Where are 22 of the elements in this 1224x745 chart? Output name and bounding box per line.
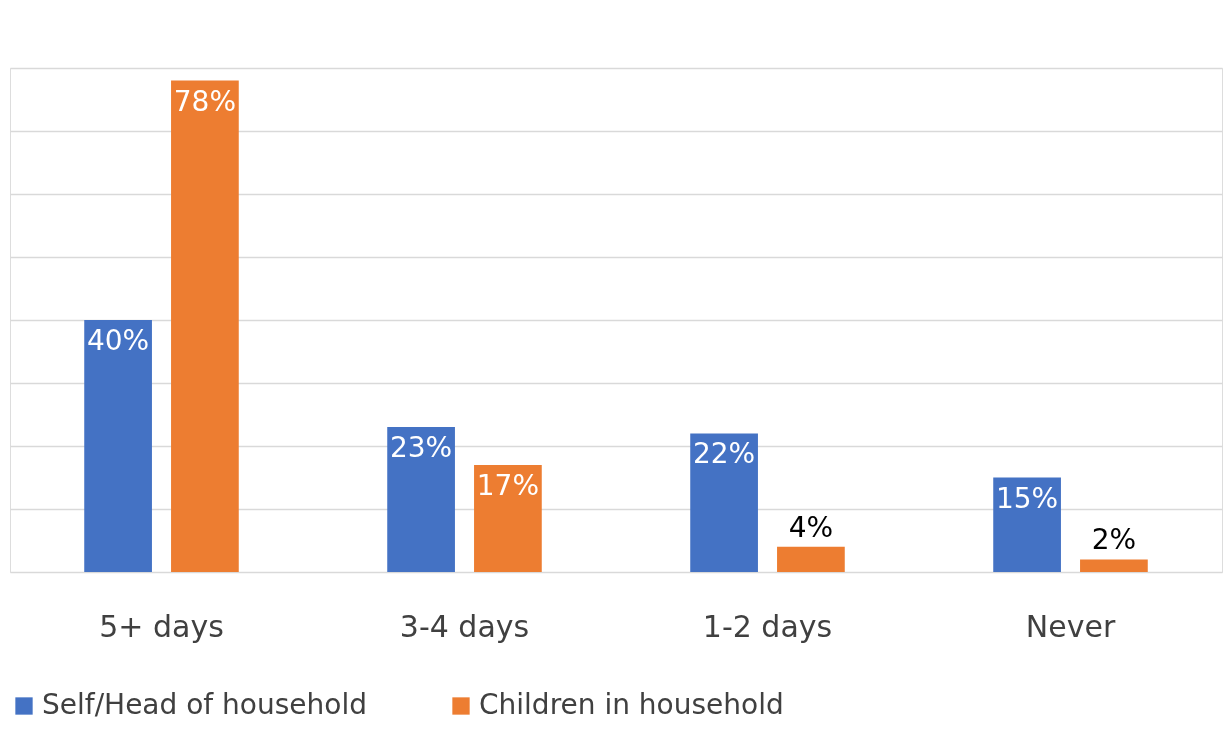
bar: [84, 320, 152, 572]
legend-label: Self/Head of household: [42, 688, 367, 721]
bar: [777, 546, 845, 572]
bar: [993, 477, 1061, 572]
data-label: 17%: [476, 468, 540, 502]
data-label: 15%: [995, 481, 1059, 515]
bar: [387, 427, 455, 572]
x-tick-label: 1-2 days: [702, 608, 833, 644]
legend-label: Children in household: [479, 688, 784, 721]
data-label: 4%: [788, 510, 834, 544]
bar: [171, 80, 239, 572]
bar: [1080, 559, 1148, 572]
data-label: 23%: [389, 431, 453, 465]
x-tick-label: 5+ days: [99, 608, 224, 644]
data-label: 22%: [692, 437, 756, 471]
x-tick-label: 3-4 days: [399, 608, 530, 644]
bar: [690, 433, 758, 572]
data-label: 2%: [1091, 523, 1137, 557]
data-label: 40%: [86, 324, 150, 357]
x-tick-label: Never: [1025, 608, 1116, 644]
bar: [474, 464, 542, 572]
data-label: 78%: [173, 84, 237, 118]
